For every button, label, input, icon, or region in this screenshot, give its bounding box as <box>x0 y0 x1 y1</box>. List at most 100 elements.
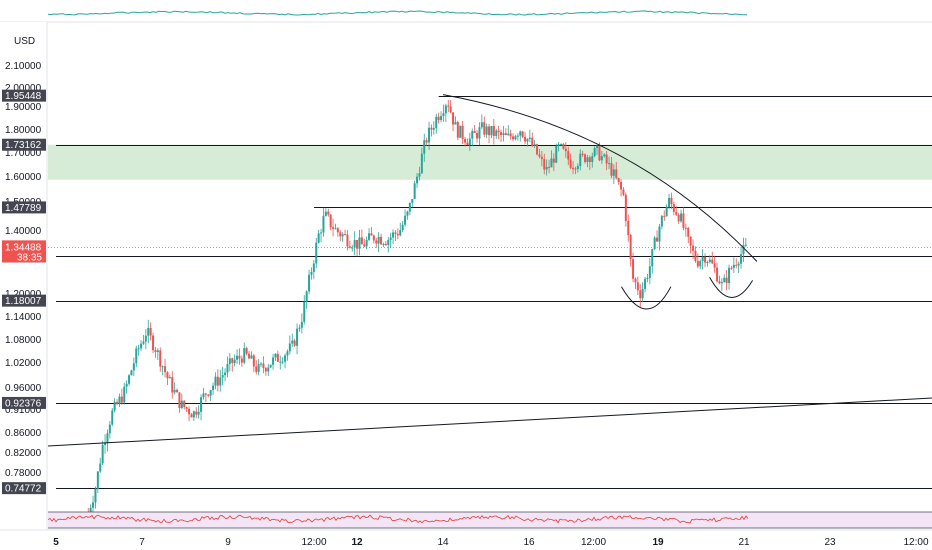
candle-body <box>207 394 210 396</box>
candle-body <box>228 358 231 365</box>
candle-body <box>538 154 541 157</box>
y-tick-label: 1.08000 <box>5 335 42 346</box>
candle-body <box>569 159 572 168</box>
candle-body <box>704 256 707 263</box>
price-level-tag-5 <box>2 396 46 409</box>
candle-body <box>540 156 543 160</box>
candle-body <box>471 131 474 139</box>
x-tick-label: 5 <box>53 537 59 548</box>
candle-body <box>190 414 193 418</box>
candle-body <box>725 277 728 284</box>
candle-body <box>492 126 495 136</box>
candle-body <box>718 281 721 284</box>
candle-body <box>670 197 673 204</box>
candle-body <box>591 156 594 162</box>
candle-body <box>106 433 109 443</box>
candle-body <box>596 145 599 149</box>
candle-body <box>550 158 553 168</box>
candle-body <box>156 350 159 353</box>
candle-body <box>711 259 714 264</box>
candle-body <box>344 234 347 236</box>
candle-body <box>264 368 267 372</box>
candle-body <box>687 227 690 237</box>
candle-body <box>296 328 299 346</box>
candle-body <box>406 211 409 216</box>
candle-body <box>195 411 198 415</box>
price-level-tag-2 <box>2 201 46 214</box>
candle-body <box>315 242 318 264</box>
candle-body <box>236 355 239 360</box>
candle-body <box>293 340 296 346</box>
candle-body <box>188 408 191 415</box>
candle-body <box>360 237 363 245</box>
current-price-tag <box>2 240 46 263</box>
candle-body <box>370 233 373 236</box>
candle-body <box>250 355 253 359</box>
candle-body <box>219 377 222 386</box>
candle-body <box>152 335 155 351</box>
candle-body <box>447 105 450 107</box>
candle-body <box>224 372 227 376</box>
candle-body <box>675 211 678 215</box>
candle-body <box>176 389 179 393</box>
candle-body <box>209 390 212 396</box>
candle-body <box>380 236 383 245</box>
candle-body <box>368 233 371 240</box>
candle-body <box>317 233 320 243</box>
candle-body <box>353 239 356 248</box>
candle-body <box>615 169 618 178</box>
candle-body <box>620 181 623 190</box>
candle-body <box>485 126 488 135</box>
price-axis: 2.10000 2.00000 1.90000 1.80000 1.70000 1.600… <box>5 61 42 479</box>
candle-body <box>728 267 731 284</box>
candle-body <box>497 130 500 133</box>
candle-body <box>459 125 462 138</box>
candle-body <box>238 355 241 359</box>
candle-body <box>516 135 519 137</box>
candle-body <box>420 153 423 174</box>
ascending-trendline <box>47 397 932 447</box>
candle-body <box>572 167 575 169</box>
candle-body <box>430 127 433 130</box>
candle-body <box>632 259 635 279</box>
candle-body <box>233 359 236 363</box>
candle-body <box>212 385 215 391</box>
candle-body <box>742 245 745 255</box>
candle-body <box>404 215 407 225</box>
candle-body <box>113 401 116 411</box>
candle-body <box>245 348 248 354</box>
candle-body <box>524 136 527 142</box>
candle-body <box>533 144 536 146</box>
y-tick-label: 0.78000 <box>5 468 42 479</box>
candle-body <box>600 156 603 161</box>
candle-body <box>243 348 246 363</box>
candle-body <box>92 502 95 508</box>
candle-body <box>648 266 651 279</box>
candle-body <box>701 256 704 262</box>
candle-body <box>555 145 558 163</box>
candle-body <box>574 168 577 170</box>
candle-body <box>135 348 138 364</box>
candle-body <box>125 383 128 387</box>
candle-body <box>94 488 97 503</box>
candle-body <box>641 288 644 299</box>
candle-body <box>99 463 102 472</box>
candle-body <box>147 327 150 336</box>
candle-body <box>197 411 200 415</box>
candle-body <box>171 377 174 393</box>
candle-body <box>240 358 243 363</box>
candle-body <box>603 154 606 157</box>
candle-body <box>581 153 584 155</box>
candle-body <box>339 232 342 237</box>
candle-body <box>104 442 107 445</box>
candle-body <box>466 142 469 146</box>
candle-body <box>454 122 457 125</box>
rsi-pane <box>47 511 932 529</box>
candle-body <box>425 140 428 143</box>
candle-body <box>584 154 587 163</box>
candle-body <box>216 376 219 386</box>
candle-body <box>401 224 404 231</box>
candle-body <box>634 278 637 283</box>
candle-body <box>639 290 642 299</box>
